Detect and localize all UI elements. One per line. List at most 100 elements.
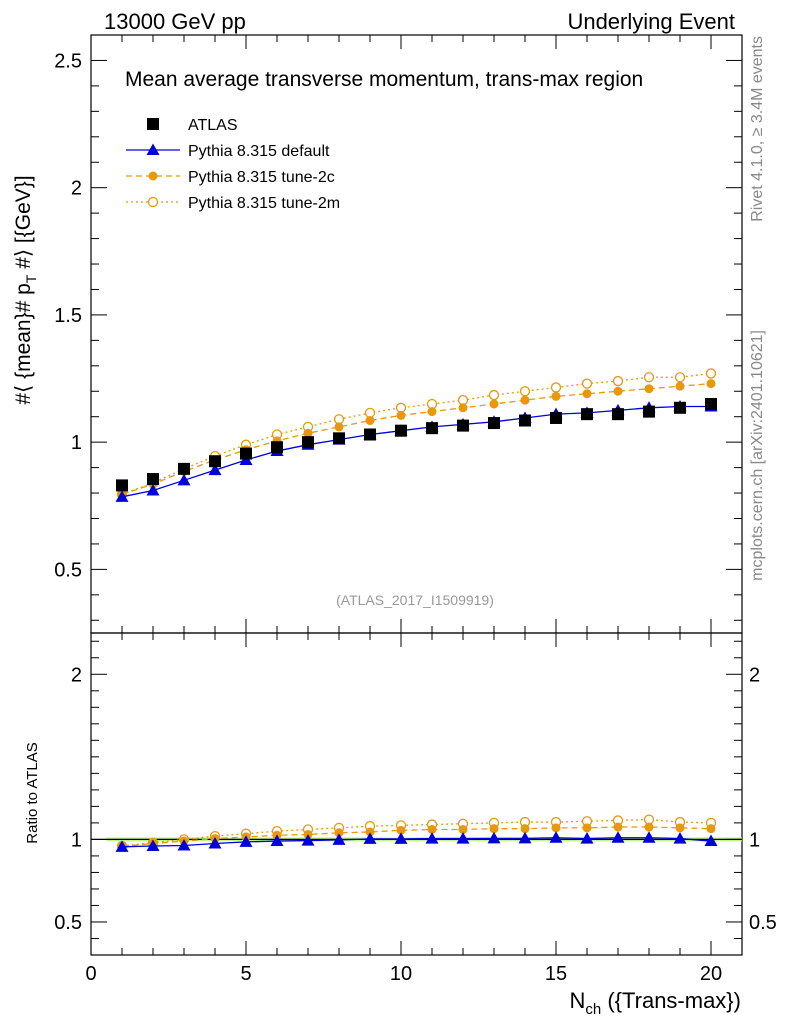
- x-tick-label: 15: [545, 963, 567, 985]
- atlas-point: [395, 424, 407, 437]
- x-tick-label: 10: [390, 963, 412, 985]
- ratio-default-line: [121, 837, 712, 848]
- ratio-default-point: [332, 833, 346, 845]
- ratio-default-point: [549, 831, 563, 843]
- y-tick-label: 1.5: [54, 305, 82, 327]
- y-tick-label: 2.5: [54, 50, 82, 72]
- tune-2c-point: [427, 407, 437, 417]
- ratio-tune-2c-point: [520, 824, 530, 834]
- ratio-tune-2c-line: [121, 826, 712, 847]
- energy-label: 13000 GeV pp: [104, 9, 246, 34]
- legend-marker: [147, 118, 159, 130]
- y-tick-label: 0.5: [54, 912, 82, 934]
- ratio-tune-2c-point: [675, 823, 685, 833]
- ratio-default-point: [208, 837, 222, 849]
- ratio-tune-2m-line: [121, 818, 712, 847]
- x-axis-label: Nch ({Trans-max}): [569, 988, 741, 1018]
- legend: ATLAS Pythia 8.315 default Pythia 8.315 tu…: [126, 117, 340, 212]
- ratio-series: [115, 814, 718, 852]
- ratio-default-point: [487, 831, 501, 844]
- x-tick-label: 0: [85, 963, 96, 985]
- main-ticks: 0.5 1 1.5 2 2.5: [54, 34, 743, 633]
- ratio-tune-2c-point: [644, 822, 654, 832]
- ratio-tune-2c-point: [551, 823, 561, 833]
- ratio-default-point: [146, 839, 160, 852]
- mcplots-label: mcplots.cern.ch [arXiv:2401.10621]: [749, 330, 766, 581]
- atlas-point: [302, 436, 314, 449]
- ratio-default-point: [704, 834, 718, 847]
- x-tick-label: 20: [700, 963, 722, 985]
- atlas-point: [550, 411, 562, 424]
- atlas-point: [488, 417, 500, 430]
- tune-2c-point: [334, 422, 344, 432]
- y-tick-label-right: 2: [749, 664, 760, 686]
- ratio-tune-2c-point: [582, 823, 592, 833]
- ratio-default-point: [456, 832, 470, 844]
- tune-2c-point: [303, 428, 313, 438]
- ratio-tune-2c-point: [706, 824, 716, 834]
- legend-label: Pythia 8.315 tune-2c: [188, 169, 335, 186]
- default-point: [115, 490, 129, 502]
- tune-2m-point: [612, 375, 624, 387]
- ratio-panel-frame: [90, 632, 743, 956]
- default-point: [177, 473, 191, 486]
- process-label: Underlying Event: [567, 9, 735, 34]
- tune-2c-point: [644, 384, 654, 394]
- tune-2c-point: [551, 391, 561, 401]
- ratio-default-point: [239, 835, 253, 847]
- tune-2m-point: [488, 389, 500, 401]
- ratio-ticks: 0 5 10 15 20 0.5 0.5 1 1 2 2: [54, 633, 777, 985]
- chart-title: Mean average transverse momentum, trans-…: [125, 68, 643, 91]
- y-tick-label: 2: [71, 178, 82, 200]
- ratio-default-point: [394, 832, 408, 844]
- ratio-default-point: [115, 840, 129, 852]
- tune-2c-point: [489, 399, 499, 409]
- ratio-tune-2c-point: [334, 828, 344, 838]
- y-tick-label-right: 1: [749, 829, 760, 851]
- tune-2c-point: [458, 403, 468, 413]
- y-tick-label: 1: [71, 432, 82, 454]
- tune-2m-point: [643, 372, 655, 383]
- default-point: [208, 463, 222, 476]
- atlas-point: [581, 408, 593, 421]
- legend-label: ATLAS: [188, 117, 238, 134]
- y-tick-label: 1: [71, 829, 82, 851]
- main-series: [115, 368, 718, 502]
- legend-marker: [147, 196, 159, 208]
- default-point: [146, 483, 160, 496]
- rivet-label: Rivet 4.1.0, ≥ 3.4M events: [749, 36, 766, 222]
- atlas-point: [364, 428, 376, 441]
- tune-2m-point: [519, 386, 531, 397]
- atlas-point: [519, 414, 531, 427]
- ratio-default-point: [177, 839, 191, 851]
- atlas-point: [457, 419, 469, 432]
- atlas-point: [705, 397, 717, 410]
- ratio-tune-2c-point: [396, 825, 406, 835]
- tune-2c-point: [613, 386, 623, 396]
- atlas-point: [271, 441, 283, 454]
- ratio-default-point: [580, 832, 594, 844]
- y-tick-label-right: 0.5: [749, 912, 777, 934]
- ratio-default-point: [611, 831, 625, 843]
- ratio-tune-2c-point: [427, 825, 437, 835]
- atlas-point: [209, 455, 221, 468]
- ratio-default-point: [270, 834, 284, 847]
- ratio-default-point: [642, 831, 656, 843]
- ratio-default-point: [518, 831, 532, 844]
- main-y-axis-label: #⟨ {mean}# pT #⟩ [{GeV}]: [12, 175, 39, 404]
- ratio-default-point: [425, 832, 439, 844]
- y-tick-label: 0.5: [54, 559, 82, 581]
- atlas-point: [178, 462, 190, 475]
- tune-2c-point: [396, 410, 406, 420]
- ratio-y-axis-label: Ratio to ATLAS: [24, 742, 41, 843]
- atlas-point: [612, 408, 624, 421]
- tune-2m-line: [121, 372, 712, 495]
- analysis-reference: (ATLAS_2017_I1509919): [336, 592, 494, 608]
- atlas-point: [333, 432, 345, 445]
- ratio-default-point: [301, 834, 315, 846]
- atlas-point: [240, 447, 252, 460]
- tune-2m-point: [550, 382, 562, 393]
- ratio-tune-2c-point: [613, 822, 623, 832]
- ratio-tune-2c-point: [489, 824, 499, 834]
- tune-2c-point: [365, 416, 375, 426]
